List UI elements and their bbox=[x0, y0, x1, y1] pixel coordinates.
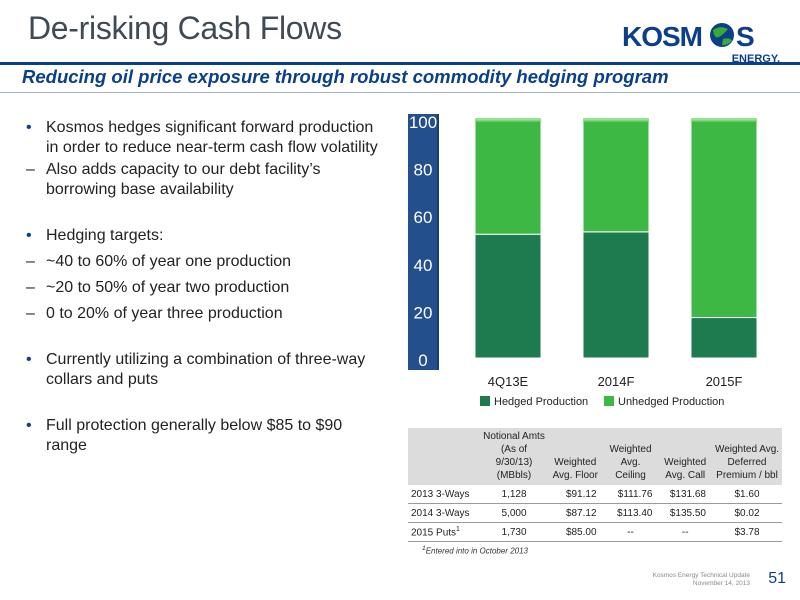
bar-hedged bbox=[474, 233, 542, 359]
bullet-1-sub-1-text: Also adds capacity to our debt facility’… bbox=[46, 161, 321, 198]
table-cell: 2013 3-Ways bbox=[411, 488, 470, 500]
bar-cap bbox=[691, 118, 757, 122]
table-cell: $113.40 bbox=[617, 507, 653, 519]
table-cell: $131.68 bbox=[669, 488, 706, 500]
table-cell: 1,730 bbox=[501, 526, 527, 538]
bar-unhedged bbox=[690, 119, 758, 319]
legend-swatch bbox=[604, 396, 614, 406]
bullet-list: • Kosmos hedges significant forward produ… bbox=[26, 118, 386, 456]
subtitle-rule bbox=[0, 92, 800, 93]
bar-unhedged bbox=[582, 119, 650, 233]
kosmos-logo: KOSM S ENERGY. bbox=[622, 21, 780, 65]
footer-line-2: November 14, 2013 bbox=[692, 580, 750, 587]
table-row: 2015 Puts1 1,730 $85.00 -- -- $3.78 bbox=[408, 523, 782, 542]
y-tick-label: 0 bbox=[418, 351, 427, 370]
bullet-2-sub-3: –0 to 20% of year three production bbox=[26, 305, 283, 322]
table-cell: 2014 3-Ways bbox=[411, 507, 470, 519]
bullet-1-text: Kosmos hedges significant forward produc… bbox=[46, 119, 378, 156]
bullet-1-sub-1: – Also adds capacity to our debt facility… bbox=[26, 161, 321, 198]
legend-label: Unhedged Production bbox=[618, 396, 724, 408]
table-cell: 5,000 bbox=[501, 507, 527, 519]
slide-footer: Kosmos Energy Technical Update November … bbox=[653, 572, 750, 588]
table-header: Weighted Avg. Deferred Premium / bbl bbox=[714, 444, 780, 481]
y-axis-panel bbox=[408, 114, 438, 370]
bullet-3: • Currently utilizing a combination of th… bbox=[26, 350, 386, 390]
table-cell: $85.00 bbox=[565, 526, 597, 538]
logo-text-s: S bbox=[736, 21, 755, 52]
table-cell: $87.12 bbox=[565, 507, 597, 519]
y-tick-label: 60 bbox=[414, 208, 433, 227]
globe-icon bbox=[710, 23, 734, 47]
table-header: Notional Amts (As of 9/30/13) (MBbls) bbox=[483, 431, 545, 481]
slide-subtitle: Reducing oil price exposure through robu… bbox=[22, 66, 669, 87]
table-cell: $0.02 bbox=[734, 507, 760, 519]
table-cell: $111.76 bbox=[617, 488, 653, 500]
table-cell: -- bbox=[627, 526, 634, 538]
bar-cap bbox=[583, 118, 649, 122]
y-tick-label: 80 bbox=[414, 161, 433, 180]
bar-hedged bbox=[690, 317, 758, 359]
y-tick-label: 40 bbox=[414, 256, 433, 275]
bullet-marker: • bbox=[26, 119, 32, 136]
logo-text-kosm: KOSM bbox=[622, 21, 702, 52]
bullet-marker: • bbox=[26, 417, 32, 434]
x-tick-label: 2015F bbox=[706, 374, 743, 389]
bullet-marker: • bbox=[26, 227, 32, 244]
table-header: Weighted Avg. Call bbox=[664, 457, 707, 481]
x-tick-label: 4Q13E bbox=[488, 374, 529, 389]
bullet-2-sub-2: – ~20 to 50% of year two production bbox=[26, 279, 290, 296]
table-footnote: 1Entered into in October 2013 bbox=[422, 545, 528, 556]
bullet-2-text: Hedging targets: bbox=[46, 227, 164, 244]
hedging-chart: 0 20 40 60 80 100 4Q13E 2014F 2015F Hedged Produc… bbox=[408, 113, 758, 408]
y-tick-label: 100 bbox=[409, 113, 437, 132]
legend-label: Hedged Production bbox=[494, 396, 588, 408]
bullet-4-text: Full protection generally below $85 to $… bbox=[46, 417, 343, 454]
page-number: 51 bbox=[768, 570, 786, 587]
bullet-3-text: Currently utilizing a combination of thr… bbox=[46, 351, 366, 388]
bullet-2: • Hedging targets: bbox=[26, 226, 386, 246]
table-cell: $1.60 bbox=[734, 488, 760, 500]
y-tick-label: 20 bbox=[414, 303, 433, 322]
hedge-table: Notional Amts (As of 9/30/13) (MBbls) We… bbox=[408, 428, 782, 542]
bullet-marker: • bbox=[26, 351, 32, 368]
page-title: De-risking Cash Flows bbox=[28, 10, 342, 46]
table-header: Weighted Avg. Floor bbox=[552, 457, 598, 481]
bar-cap bbox=[475, 118, 541, 122]
bullet-1: • Kosmos hedges significant forward produ… bbox=[26, 118, 386, 158]
footnote-ref: 1 bbox=[456, 525, 460, 533]
legend-swatch bbox=[480, 396, 490, 406]
table-cell: 1,128 bbox=[501, 488, 527, 500]
table-cell: $3.78 bbox=[734, 526, 760, 538]
bullet-2-sub-1: – ~40 to 60% of year one production bbox=[26, 253, 292, 270]
table-header: Weighted Avg. Ceiling bbox=[609, 444, 652, 481]
table-row: 2014 3-Ways 5,000 $87.12 $113.40 $135.50… bbox=[408, 504, 782, 523]
bar-hedged bbox=[582, 231, 650, 359]
header-rule bbox=[0, 62, 800, 65]
table-cell: $135.50 bbox=[669, 507, 706, 519]
bar-unhedged bbox=[474, 119, 542, 235]
table-cell: -- bbox=[681, 526, 689, 538]
footer-line-1: Kosmos Energy Technical Update bbox=[652, 572, 750, 579]
table-cell: 2015 Puts1 bbox=[411, 525, 460, 539]
table-cell: $91.12 bbox=[565, 488, 597, 500]
table-header bbox=[408, 428, 480, 485]
table-header-row: Notional Amts (As of 9/30/13) (MBbls) We… bbox=[408, 428, 782, 485]
bullet-4: • Full protection generally below $85 to … bbox=[26, 416, 386, 456]
x-tick-label: 2014F bbox=[598, 374, 635, 389]
hedge-table-wrap: Notional Amts (As of 9/30/13) (MBbls) We… bbox=[408, 428, 782, 556]
table-row: 2013 3-Ways 1,128 $91.12 $111.76 $131.68… bbox=[408, 485, 782, 504]
